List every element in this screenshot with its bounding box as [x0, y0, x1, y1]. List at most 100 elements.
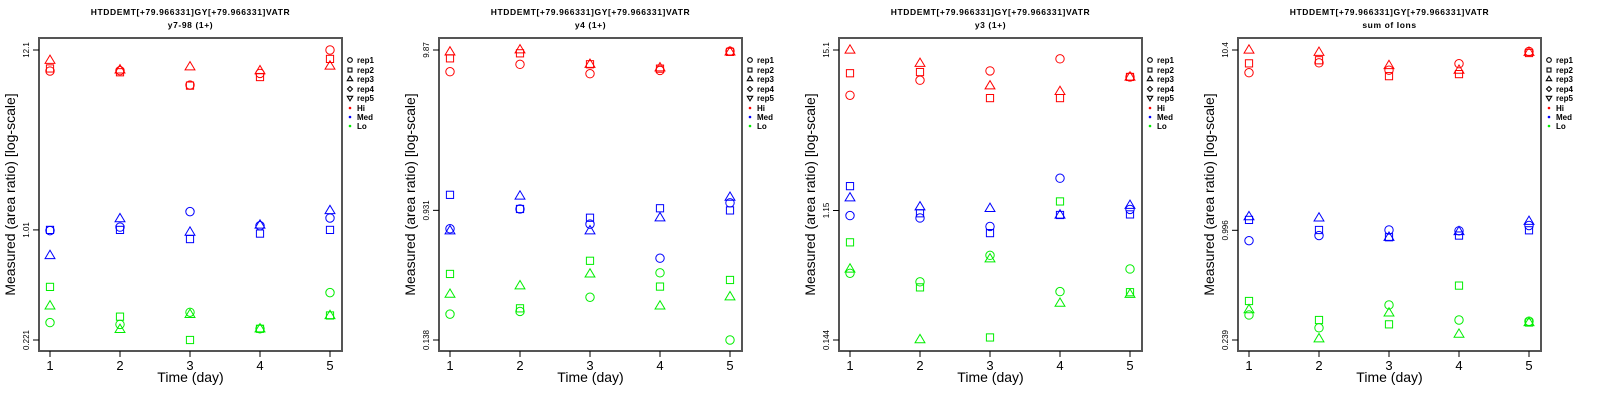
legend-label: rep3 [757, 75, 774, 84]
point-hi-rep3-day3 [1383, 59, 1395, 70]
point-med-rep3-day3 [584, 224, 596, 235]
point-hi-rep1-day5 [1125, 72, 1135, 82]
point-lo-rep1-day5 [325, 287, 335, 298]
chart-title: HTDDEMT[+79.966331]GY[+79.966331]VATR [1290, 7, 1490, 17]
point-med-rep3-day4 [1054, 208, 1066, 219]
point-lo-rep1-day1 [1244, 310, 1254, 320]
y-tick-label: 12.1 [22, 42, 31, 58]
point-hi-rep3-day1 [1243, 43, 1255, 54]
point-hi-rep3-day3 [584, 58, 596, 68]
x-tick-label: 1 [1245, 358, 1252, 373]
point-med-rep3-day4 [654, 211, 666, 222]
legend-rep2-icon [1147, 67, 1153, 73]
legend-label: Med [357, 113, 373, 122]
legend-lo-icon [748, 124, 752, 128]
point-hi-rep2-day3 [985, 93, 995, 103]
x-tick-label: 2 [1315, 358, 1322, 373]
chart-panel-4: HTDDEMT[+79.966331]GY[+79.966331]VATR sum… [1201, 7, 1573, 385]
legend-label: rep5 [1157, 94, 1174, 103]
legend-rep4-icon [1545, 85, 1553, 93]
point-lo-rep3-day1 [844, 262, 856, 273]
legend-rep2-icon [347, 67, 353, 73]
point-lo-rep1-day4 [255, 324, 265, 334]
point-hi-rep1-day3 [985, 66, 995, 76]
point-lo-rep3-day4 [654, 299, 666, 310]
point-med-rep3-day1 [1243, 210, 1255, 221]
x-tick-label: 4 [1455, 358, 1462, 373]
point-med-rep2-day2 [515, 204, 525, 214]
point-lo-rep2-day1 [845, 238, 855, 247]
point-med-rep2-day3 [585, 213, 595, 222]
legend-rep3-icon [346, 75, 354, 82]
point-med-rep1-day4 [655, 253, 665, 263]
point-hi-rep1-day4 [1454, 59, 1464, 69]
point-lo-rep3-day4 [1453, 327, 1465, 338]
point-lo-rep1-day3 [985, 250, 995, 261]
point-lo-rep3-day5 [324, 309, 336, 320]
point-med-rep1-day2 [915, 213, 925, 223]
point-med-rep2-day5 [1125, 210, 1135, 219]
point-lo-rep3-day2 [514, 279, 526, 290]
point-hi-rep2-day1 [45, 64, 55, 73]
legend-label: Hi [1556, 104, 1564, 113]
legend-rep4-icon [746, 85, 754, 93]
chart-subtitle: y4 (1+) [575, 20, 606, 30]
y-tick-label: 1.01 [22, 222, 31, 238]
x-tick-label: 4 [656, 358, 663, 373]
point-med-rep2-day4 [655, 204, 665, 213]
point-med-rep1-day5 [1524, 220, 1534, 231]
y-tick-label: 15.1 [822, 42, 831, 58]
x-tick-label: 2 [516, 358, 523, 373]
x-tick-label: 4 [1056, 358, 1063, 373]
point-hi-rep3-day1 [444, 45, 456, 56]
point-hi-rep1-day1 [845, 90, 855, 101]
point-lo-rep2-day2 [115, 312, 125, 321]
point-hi-rep1-day1 [45, 66, 55, 76]
point-hi-rep3-day2 [1313, 46, 1325, 56]
point-lo-rep1-day4 [1454, 315, 1464, 325]
legend-label: Lo [757, 122, 767, 131]
point-hi-rep3-day3 [184, 60, 196, 71]
point-hi-rep1-day3 [1384, 65, 1394, 75]
point-lo-rep2-day2 [515, 304, 525, 313]
x-tick-label: 1 [46, 358, 53, 373]
legend-label: Hi [757, 104, 765, 113]
point-lo-rep1-day3 [185, 307, 195, 317]
legend-label: Hi [1157, 104, 1165, 113]
point-lo-rep3-day1 [44, 299, 56, 310]
point-hi-rep3-day4 [654, 61, 666, 72]
legend-rep1-icon [1546, 57, 1552, 63]
y-tick-label: 0.239 [1221, 329, 1230, 350]
legend-label: rep1 [757, 56, 774, 65]
point-hi-rep1-day2 [115, 65, 125, 76]
point-med-rep3-day2 [114, 212, 126, 223]
chart-title: HTDDEMT[+79.966331]GY[+79.966331]VATR [491, 7, 691, 17]
x-axis-label: Time (day) [1356, 369, 1422, 385]
legend-rep3-icon [1146, 75, 1154, 82]
point-hi-rep2-day2 [115, 68, 125, 77]
point-hi-rep2-day5 [325, 54, 335, 64]
legend-lo-icon [348, 124, 352, 128]
point-lo-rep2-day1 [445, 269, 455, 279]
plot-frame [838, 37, 1143, 352]
point-hi-rep2-day3 [1384, 72, 1394, 81]
x-tick-label: 2 [116, 358, 123, 373]
point-med-rep2-day1 [45, 225, 55, 235]
chart-title: HTDDEMT[+79.966331]GY[+79.966331]VATR [891, 7, 1091, 17]
point-hi-rep3-day2 [114, 63, 126, 74]
point-lo-rep1-day2 [515, 306, 525, 317]
point-med-rep3-day5 [724, 191, 736, 201]
point-med-rep3-day4 [254, 218, 266, 229]
chart-panel-3: HTDDEMT[+79.966331]GY[+79.966331]VATR y3 … [802, 7, 1174, 385]
point-med-rep3-day1 [444, 224, 456, 235]
point-lo-rep1-day5 [725, 335, 735, 345]
x-tick-label: 1 [446, 358, 453, 373]
legend-rep4-icon [1146, 85, 1154, 93]
legend-label: rep4 [1556, 85, 1573, 94]
chart-subtitle: y7-98 (1+) [168, 20, 213, 30]
legend-rep1-icon [347, 57, 353, 63]
point-med-rep3-day5 [1124, 199, 1136, 209]
legend-label: rep2 [757, 66, 774, 75]
legend-label: rep5 [1556, 94, 1573, 103]
point-lo-rep1-day1 [845, 268, 855, 278]
